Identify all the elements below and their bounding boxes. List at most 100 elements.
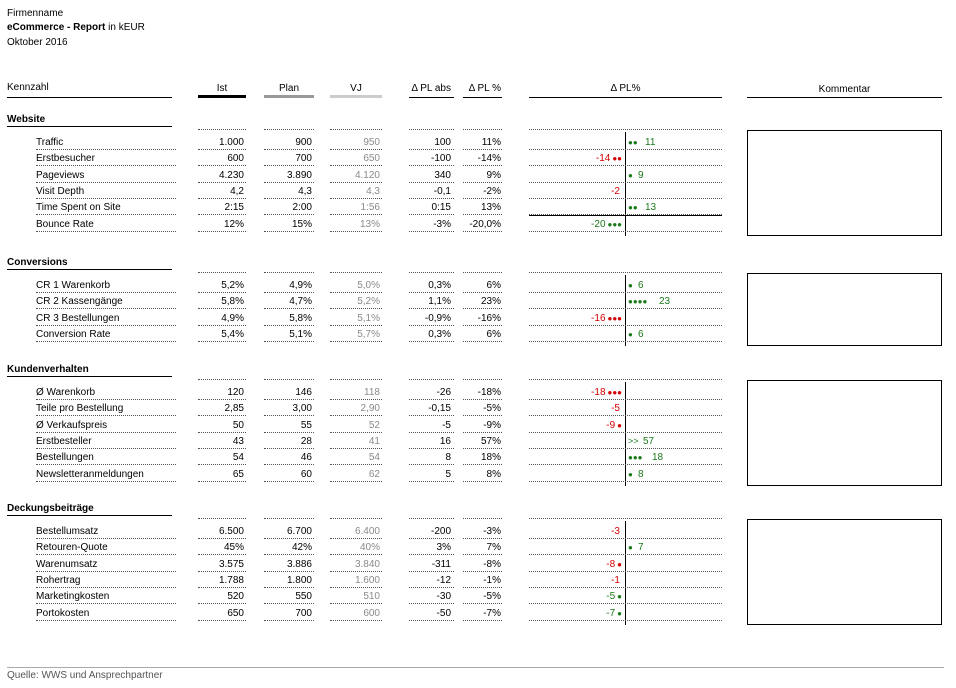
row-separator xyxy=(529,399,722,400)
row-separator xyxy=(264,587,314,588)
header-rule-kommentar xyxy=(747,97,942,98)
delta-chart-group: -16 ●●● xyxy=(525,311,622,326)
vj-value: 62 xyxy=(368,469,380,480)
row-label: Erstbesteller xyxy=(36,436,92,447)
table-row: Bestellumsatz 6.500 6.700 6.400 -200 -3% -3 xyxy=(0,524,956,540)
vj-value: 54 xyxy=(368,452,380,463)
ist-value: 2:15 xyxy=(224,202,244,213)
delta-marker-icon: ●●● xyxy=(628,453,643,462)
comment-box[interactable] xyxy=(747,273,942,347)
delta-abs-value: -26 xyxy=(436,387,451,398)
delta-chart-group: -18 ●●● xyxy=(525,385,622,400)
row-label: Retouren-Quote xyxy=(36,542,108,553)
delta-abs-value: 3% xyxy=(436,542,451,553)
row-label: Ø Verkaufspreis xyxy=(36,420,108,431)
row-separator xyxy=(36,292,176,293)
delta-chart-label: -9 xyxy=(606,420,616,431)
col-header-vj: VJ xyxy=(350,83,362,94)
delta-chart-label: 8 xyxy=(638,469,644,480)
row-separator xyxy=(36,415,176,416)
row-separator xyxy=(529,571,722,572)
report-period: Oktober 2016 xyxy=(7,37,68,48)
row-separator xyxy=(36,214,176,215)
table-row: Bounce Rate 12% 15% 13% -3% -20,0% -20 ●●● xyxy=(0,217,956,233)
row-separator xyxy=(330,165,382,166)
vj-value: 52 xyxy=(368,420,380,431)
section-title: Kundenverhalten xyxy=(7,364,89,375)
ist-value: 4,9% xyxy=(221,313,244,324)
row-separator xyxy=(36,182,176,183)
delta-chart-label: 6 xyxy=(638,280,644,291)
row-separator xyxy=(36,165,176,166)
row-separator xyxy=(330,448,382,449)
row-separator xyxy=(198,165,246,166)
row-label: Marketingkosten xyxy=(36,591,110,602)
row-separator xyxy=(529,481,722,482)
delta-marker-icon: ● xyxy=(628,543,633,552)
delta-chart-group: -3 xyxy=(525,524,622,539)
row-separator xyxy=(264,571,314,572)
row-separator xyxy=(409,341,454,342)
row-separator xyxy=(264,325,314,326)
column-separator xyxy=(198,272,246,273)
row-separator xyxy=(36,464,176,465)
row-separator xyxy=(264,464,314,465)
delta-abs-value: 5 xyxy=(445,469,451,480)
plan-value: 28 xyxy=(300,436,312,447)
comment-box[interactable] xyxy=(747,130,942,236)
table-row: Rohertrag 1.788 1.800 1.600 -12 -1% -1 xyxy=(0,573,956,589)
row-separator xyxy=(409,399,454,400)
row-separator xyxy=(198,399,246,400)
row-separator xyxy=(330,571,382,572)
column-separator xyxy=(330,129,382,130)
delta-pct-value: -5% xyxy=(483,591,501,602)
row-separator xyxy=(36,325,176,326)
row-label: CR 3 Bestellungen xyxy=(36,313,120,324)
header-bar-ist xyxy=(198,95,246,98)
row-separator xyxy=(330,292,382,293)
column-separator xyxy=(330,518,382,519)
row-separator xyxy=(36,481,176,482)
table-row: Time Spent on Site 2:15 2:00 1:56 0:15 13% ●● 1… xyxy=(0,200,956,216)
delta-chart-label: 11 xyxy=(645,137,656,148)
row-separator xyxy=(264,415,314,416)
column-separator xyxy=(264,379,314,380)
row-separator xyxy=(36,620,176,621)
row-separator xyxy=(330,415,382,416)
delta-chart-label: -18 xyxy=(591,387,606,398)
row-separator xyxy=(264,399,314,400)
row-separator xyxy=(198,198,246,199)
table-row: Retouren-Quote 45% 42% 40% 3% 7% ● 7 xyxy=(0,540,956,556)
row-label: CR 2 Kassengänge xyxy=(36,296,123,307)
ist-value: 650 xyxy=(227,608,244,619)
row-separator xyxy=(409,481,454,482)
delta-pct-value: -1% xyxy=(483,575,501,586)
delta-chart-label: 9 xyxy=(638,170,644,181)
column-separator xyxy=(198,129,246,130)
row-separator xyxy=(198,182,246,183)
row-separator xyxy=(529,182,722,183)
row-separator xyxy=(409,620,454,621)
section-rule xyxy=(7,269,172,270)
comment-box[interactable] xyxy=(747,519,942,625)
row-separator xyxy=(463,399,502,400)
row-separator xyxy=(529,198,722,199)
row-separator xyxy=(529,292,722,293)
row-separator xyxy=(463,182,502,183)
row-separator xyxy=(463,325,502,326)
delta-chart-label: -5 xyxy=(611,403,620,414)
ist-value: 520 xyxy=(227,591,244,602)
row-label: Teile pro Bestellung xyxy=(36,403,124,414)
delta-marker-icon: ● xyxy=(628,470,633,479)
table-row: Conversion Rate 5,4% 5,1% 5,7% 0,3% 6% ● 6 xyxy=(0,327,956,343)
row-separator xyxy=(463,231,502,232)
row-label: Bestellungen xyxy=(36,452,94,463)
row-separator xyxy=(463,198,502,199)
comment-box[interactable] xyxy=(747,380,942,486)
delta-chart-group: -7 ● xyxy=(525,606,622,621)
column-separator xyxy=(409,272,454,273)
row-separator xyxy=(409,432,454,433)
plan-value: 3,00 xyxy=(292,403,312,414)
column-separator xyxy=(463,518,502,519)
row-separator xyxy=(198,448,246,449)
